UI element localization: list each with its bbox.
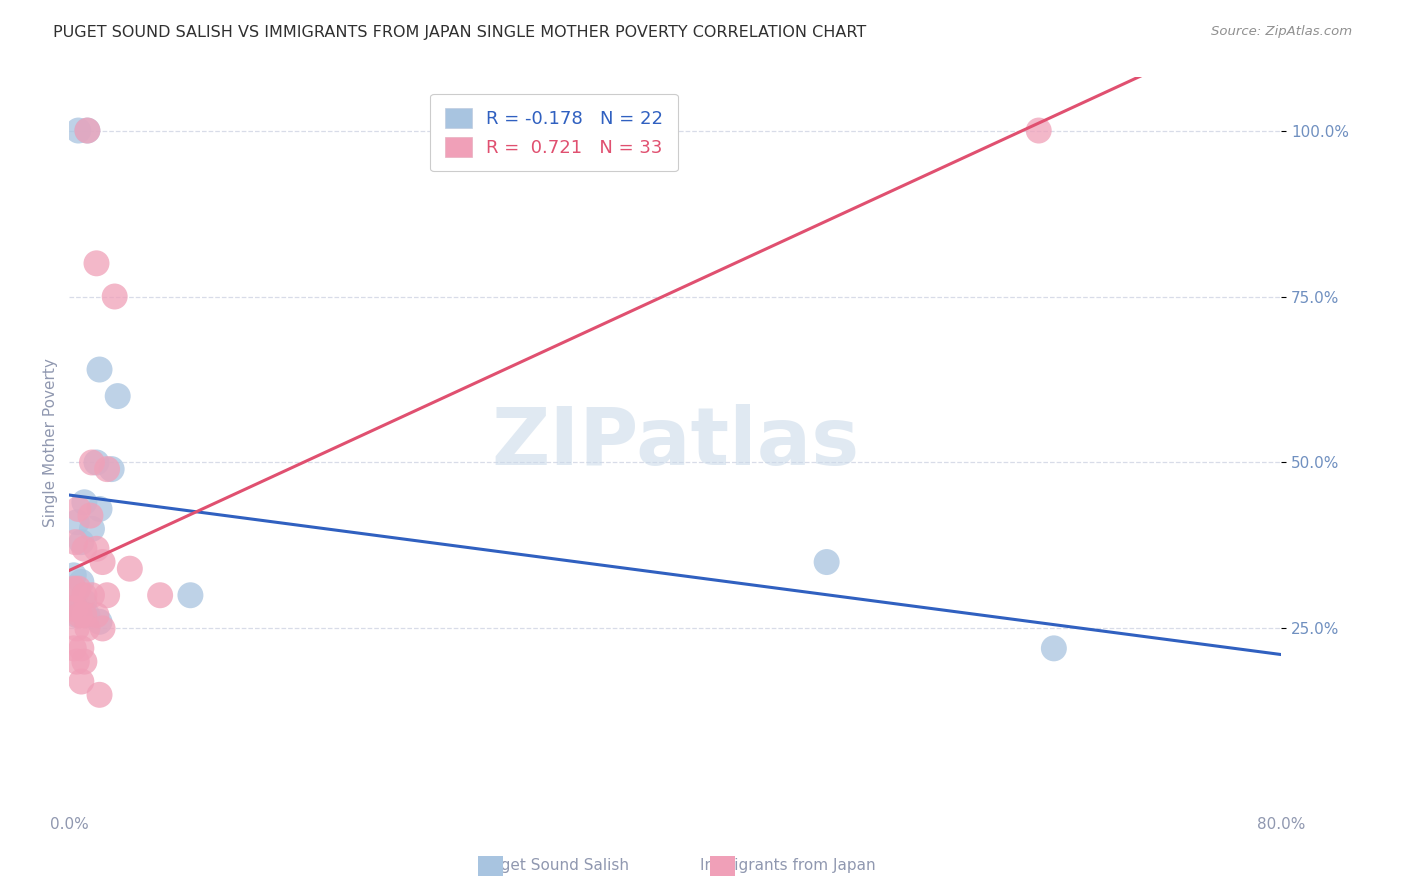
Point [62, 568, 84, 582]
Point [118, 562, 141, 576]
Point [70, 574, 93, 589]
Point [179, 588, 201, 602]
Point [67, 582, 90, 596]
Point [80, 455, 103, 469]
Point [86, 256, 108, 270]
Point [89, 502, 111, 516]
Point [73, 595, 96, 609]
Point [66, 622, 89, 636]
Point [67, 123, 90, 137]
Point [100, 462, 122, 476]
Point [1028, 123, 1050, 137]
Point [70, 641, 93, 656]
Point [80, 588, 103, 602]
Point [107, 389, 129, 403]
Text: ZIPatlas: ZIPatlas [491, 403, 859, 482]
Point [76, 622, 98, 636]
Point [104, 289, 127, 303]
Point [86, 455, 108, 469]
Y-axis label: Single Mother Poverty: Single Mother Poverty [44, 358, 58, 527]
Point [73, 588, 96, 602]
Point [96, 588, 118, 602]
Point [815, 555, 838, 569]
Point [89, 688, 111, 702]
Point [73, 608, 96, 623]
Point [66, 608, 89, 623]
Point [62, 582, 84, 596]
Point [149, 588, 172, 602]
Point [80, 522, 103, 536]
Point [65, 535, 87, 549]
Point [67, 502, 90, 516]
Point [65, 601, 87, 615]
Point [65, 588, 87, 602]
Point [91, 622, 114, 636]
Point [96, 462, 118, 476]
Point [70, 535, 93, 549]
Point [73, 495, 96, 509]
Point [60, 601, 83, 615]
Point [70, 674, 93, 689]
Point [1043, 641, 1066, 656]
Text: Source: ZipAtlas.com: Source: ZipAtlas.com [1212, 25, 1353, 38]
Text: Immigrants from Japan: Immigrants from Japan [700, 858, 875, 872]
Point [73, 655, 96, 669]
Point [91, 555, 114, 569]
Point [79, 508, 101, 523]
Point [86, 541, 108, 556]
Point [76, 123, 98, 137]
Point [66, 515, 89, 529]
Point [69, 608, 91, 623]
Point [86, 608, 108, 623]
Text: PUGET SOUND SALISH VS IMMIGRANTS FROM JAPAN SINGLE MOTHER POVERTY CORRELATION CH: PUGET SOUND SALISH VS IMMIGRANTS FROM JA… [53, 25, 866, 40]
Point [66, 655, 89, 669]
Point [76, 608, 98, 623]
Point [76, 123, 98, 137]
Legend: R = -0.178   N = 22, R =  0.721   N = 33: R = -0.178 N = 22, R = 0.721 N = 33 [430, 94, 678, 171]
Point [89, 615, 111, 629]
Point [73, 541, 96, 556]
Text: Puget Sound Salish: Puget Sound Salish [482, 858, 628, 872]
Point [89, 362, 111, 376]
Point [62, 641, 84, 656]
Point [60, 601, 83, 615]
